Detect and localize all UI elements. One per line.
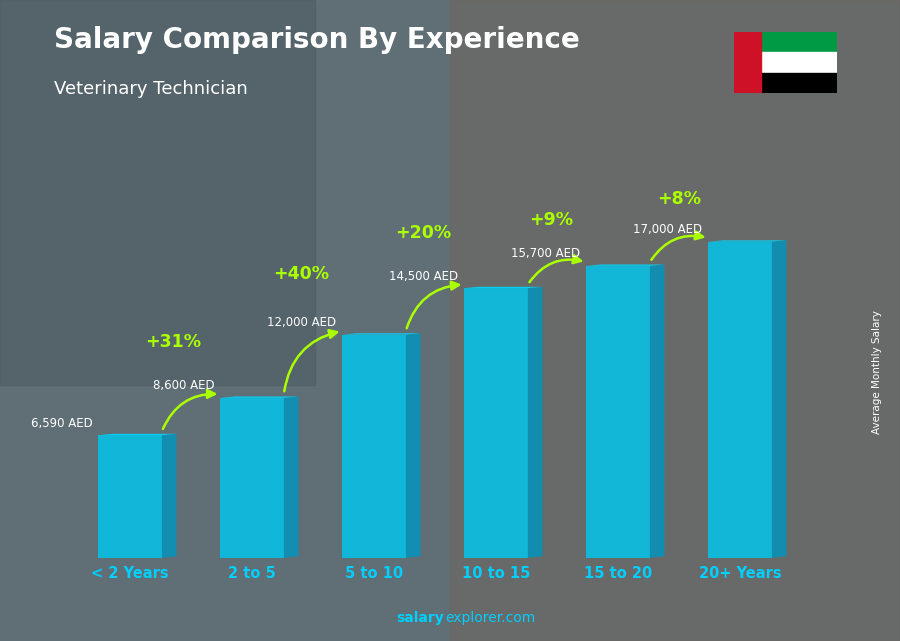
Polygon shape	[464, 287, 543, 288]
Bar	[734, 32, 761, 93]
Text: 8,600 AED: 8,600 AED	[153, 379, 214, 392]
Polygon shape	[162, 434, 176, 558]
Polygon shape	[342, 333, 420, 335]
Text: Veterinary Technician: Veterinary Technician	[54, 80, 248, 98]
Text: +20%: +20%	[395, 224, 451, 242]
Text: 15,700 AED: 15,700 AED	[511, 247, 580, 260]
Text: +31%: +31%	[145, 333, 201, 351]
Text: +9%: +9%	[529, 211, 573, 229]
Polygon shape	[220, 398, 284, 558]
Bar	[734, 53, 837, 72]
Text: explorer.com: explorer.com	[446, 611, 536, 625]
Text: +8%: +8%	[657, 190, 701, 208]
Polygon shape	[587, 265, 664, 266]
Polygon shape	[708, 242, 772, 558]
Polygon shape	[650, 265, 664, 558]
Text: 17,000 AED: 17,000 AED	[634, 223, 702, 236]
Bar	[734, 32, 837, 53]
Text: 12,000 AED: 12,000 AED	[267, 316, 337, 329]
Polygon shape	[220, 397, 299, 398]
Polygon shape	[406, 333, 420, 558]
Polygon shape	[708, 240, 787, 242]
Bar	[0, 0, 315, 385]
Polygon shape	[587, 266, 650, 558]
Polygon shape	[98, 434, 176, 435]
Text: salary: salary	[396, 611, 444, 625]
Polygon shape	[464, 288, 528, 558]
Text: 14,500 AED: 14,500 AED	[389, 270, 458, 283]
Polygon shape	[528, 287, 543, 558]
Bar	[734, 72, 837, 93]
Polygon shape	[342, 335, 406, 558]
Polygon shape	[284, 397, 299, 558]
Polygon shape	[98, 435, 162, 558]
Text: Salary Comparison By Experience: Salary Comparison By Experience	[54, 26, 580, 54]
Bar	[450, 0, 900, 641]
Text: +40%: +40%	[273, 265, 328, 283]
Text: 6,590 AED: 6,590 AED	[31, 417, 93, 429]
Text: Average Monthly Salary: Average Monthly Salary	[872, 310, 883, 434]
Polygon shape	[772, 240, 787, 558]
